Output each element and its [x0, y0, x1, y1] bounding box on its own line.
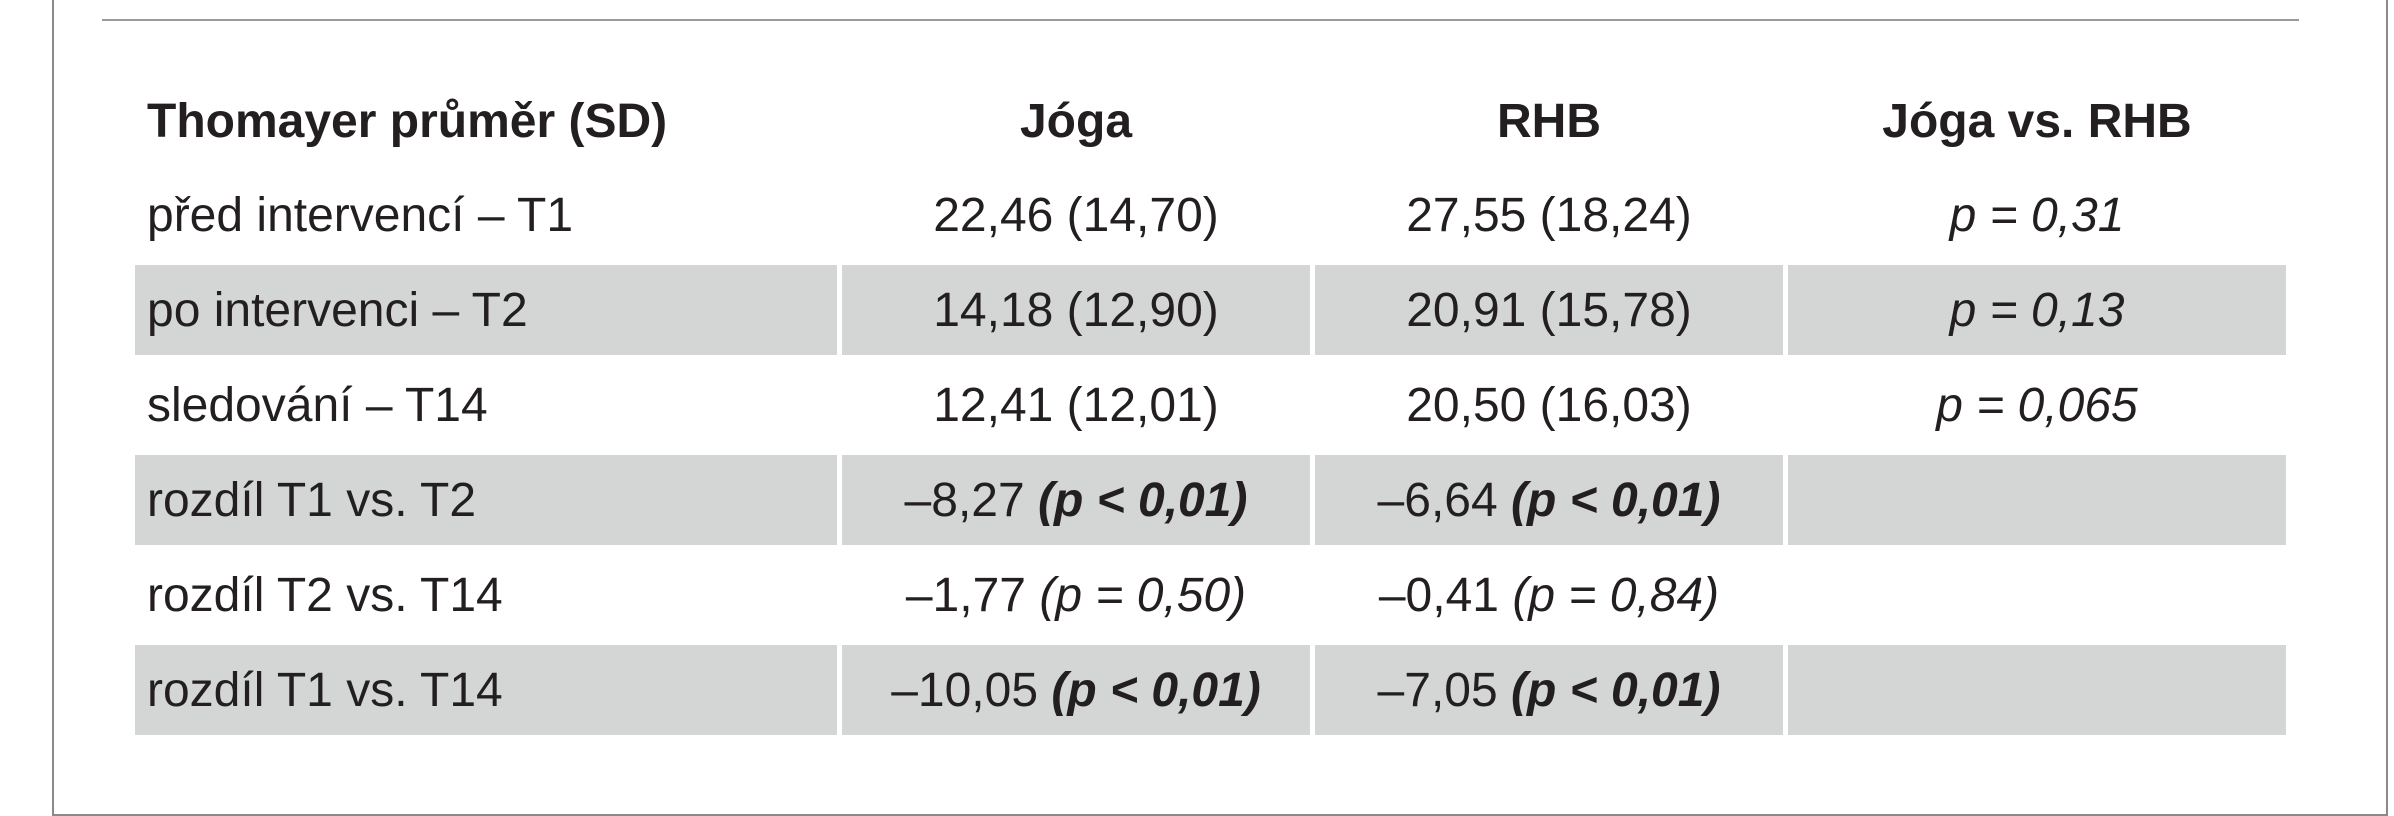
difference-value: –6,64: [1377, 473, 1498, 527]
joga-cell: 22,46 (14,70): [933, 188, 1219, 242]
table-row: sledování – T14 12,41 (12,01) 20,50 (16,…: [135, 360, 2286, 450]
comparison-cell: [1788, 645, 2286, 735]
p-value: (p < 0,01): [1511, 663, 1721, 717]
joga-cell: –1,77 (p = 0,50): [842, 550, 1310, 640]
header-cell: RHB: [1497, 94, 1601, 148]
comparison-cell: p = 0,065: [1936, 378, 2138, 432]
rhb-cell: 20,50 (16,03): [1406, 378, 1692, 432]
row-label: rozdíl T1 vs. T2: [135, 455, 837, 545]
rhb-cell: 27,55 (18,24): [1406, 188, 1692, 242]
row-label: po intervenci – T2: [135, 265, 837, 355]
joga-cell: –10,05 (p < 0,01): [842, 645, 1310, 735]
table-row: rozdíl T1 vs. T14 –10,05 (p < 0,01) –7,0…: [135, 645, 2286, 735]
joga-cell: –8,27 (p < 0,01): [842, 455, 1310, 545]
header-cell: Jóga: [1019, 94, 1133, 148]
header-cell: Thomayer průměr (SD): [147, 94, 668, 148]
difference-value: –1,77: [905, 568, 1026, 622]
p-value: (p < 0,01): [1511, 473, 1721, 527]
joga-cell: 14,18 (12,90): [842, 265, 1310, 355]
rhb-cell: 20,91 (15,78): [1315, 265, 1783, 355]
table-row: rozdíl T1 vs. T2 –8,27 (p < 0,01) –6,64 …: [135, 455, 2286, 545]
comparison-cell: p = 0,31: [1949, 188, 2125, 242]
header-cell: Jóga vs. RHB: [1882, 94, 2192, 148]
comparison-cell: p = 0,13: [1788, 265, 2286, 355]
difference-value: –10,05: [891, 663, 1039, 717]
p-value: (p < 0,01): [1051, 663, 1261, 717]
difference-value: –0,41: [1378, 568, 1499, 622]
difference-value: –8,27: [904, 473, 1025, 527]
table-row: po intervenci – T2 14,18 (12,90) 20,91 (…: [135, 265, 2286, 355]
row-label: před intervencí – T1: [147, 188, 574, 242]
p-value: (p = 0,50): [1039, 568, 1247, 622]
difference-value: –7,05: [1377, 663, 1498, 717]
table-row: před intervencí – T1 22,46 (14,70) 27,55…: [135, 170, 2286, 260]
comparison-cell: [1788, 455, 2286, 545]
rhb-cell: –6,64 (p < 0,01): [1315, 455, 1783, 545]
comparison-cell: [1788, 550, 2286, 640]
row-label: rozdíl T1 vs. T14: [135, 645, 837, 735]
header-row: Thomayer průměr (SD) Jóga RHB Jóga vs. R…: [135, 77, 2286, 165]
p-value: (p < 0,01): [1038, 473, 1248, 527]
results-table: Thomayer průměr (SD) Jóga RHB Jóga vs. R…: [130, 72, 2291, 740]
p-value: (p = 0,84): [1512, 568, 1720, 622]
rhb-cell: –7,05 (p < 0,01): [1315, 645, 1783, 735]
top-rule: [102, 19, 2299, 21]
row-label: rozdíl T2 vs. T14: [147, 568, 503, 622]
joga-cell: 12,41 (12,01): [933, 378, 1219, 432]
rhb-cell: –0,41 (p = 0,84): [1315, 550, 1783, 640]
table-row: rozdíl T2 vs. T14 –1,77 (p = 0,50) –0,41…: [135, 550, 2286, 640]
row-label: sledování – T14: [147, 378, 488, 432]
